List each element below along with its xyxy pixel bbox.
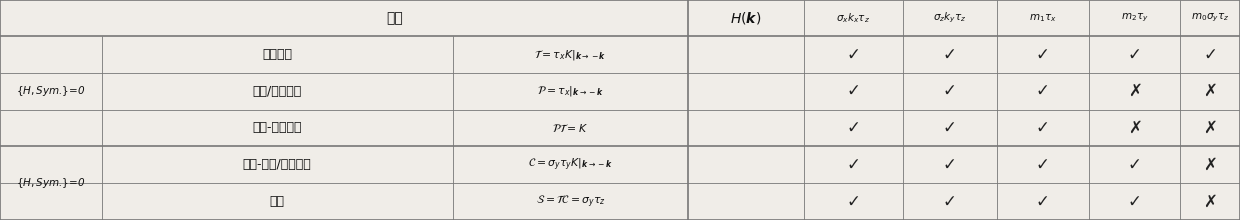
Text: 手性: 手性 <box>269 195 285 208</box>
Text: ✓: ✓ <box>846 192 861 211</box>
Text: ✓: ✓ <box>1035 82 1050 100</box>
Text: ✓: ✓ <box>942 156 957 174</box>
Text: ✗: ✗ <box>1203 82 1218 100</box>
Text: $\{H,$Sym.$\}$=0: $\{H,$Sym.$\}$=0 <box>16 176 86 190</box>
Text: ✓: ✓ <box>1127 46 1142 64</box>
Text: $\mathcal{S}=\mathcal{TC}=\sigma_y\tau_z$: $\mathcal{S}=\mathcal{TC}=\sigma_y\tau_z… <box>536 193 605 210</box>
Text: $m_0 \sigma_y \tau_z$: $m_0 \sigma_y \tau_z$ <box>1192 12 1229 24</box>
Text: $\mathcal{C}=\sigma_y\tau_y K|_{\boldsymbol{k}\rightarrow -\boldsymbol{k}}$: $\mathcal{C}=\sigma_y\tau_y K|_{\boldsym… <box>528 156 613 173</box>
Text: ✓: ✓ <box>1035 46 1050 64</box>
Text: 空间-时间反演: 空间-时间反演 <box>253 121 301 134</box>
Text: 对称: 对称 <box>387 11 403 25</box>
Text: ✓: ✓ <box>1035 192 1050 211</box>
Text: $\mathcal{PT}=K$: $\mathcal{PT}=K$ <box>552 122 589 134</box>
Text: ✓: ✓ <box>942 119 957 137</box>
Text: $m_1 \tau_x$: $m_1 \tau_x$ <box>1029 12 1056 24</box>
Text: $\mathcal{P}=\tau_x|_{\boldsymbol{k}\rightarrow -\boldsymbol{k}}$: $\mathcal{P}=\tau_x|_{\boldsymbol{k}\rig… <box>537 84 604 98</box>
Text: $\sigma_z k_y \tau_z$: $\sigma_z k_y \tau_z$ <box>934 11 966 25</box>
Text: $\{H,$Sym.$\}$=0: $\{H,$Sym.$\}$=0 <box>16 84 86 98</box>
Text: ✓: ✓ <box>1127 156 1142 174</box>
Text: ✓: ✓ <box>846 46 861 64</box>
Text: ✓: ✓ <box>1203 46 1218 64</box>
Text: ✗: ✗ <box>1203 192 1218 211</box>
Text: ✓: ✓ <box>846 156 861 174</box>
Text: ✓: ✓ <box>942 46 957 64</box>
Text: 时间反演: 时间反演 <box>262 48 293 61</box>
Text: $m_2 \tau_y$: $m_2 \tau_y$ <box>1121 12 1148 24</box>
Text: ✓: ✓ <box>1127 192 1142 211</box>
Text: ✓: ✓ <box>846 82 861 100</box>
Text: ✓: ✓ <box>942 82 957 100</box>
Text: ✓: ✓ <box>846 119 861 137</box>
Text: ✓: ✓ <box>942 192 957 211</box>
Text: $\mathit{H}(\boldsymbol{k})$: $\mathit{H}(\boldsymbol{k})$ <box>730 10 761 26</box>
Text: ✗: ✗ <box>1203 119 1218 137</box>
Text: 粒子-空穴/电荷共轭: 粒子-空穴/电荷共轭 <box>243 158 311 171</box>
Text: $\sigma_x k_x \tau_z$: $\sigma_x k_x \tau_z$ <box>836 11 870 25</box>
Text: $\mathcal{T}=\tau_x K|_{\boldsymbol{k}\rightarrow -\boldsymbol{k}}$: $\mathcal{T}=\tau_x K|_{\boldsymbol{k}\r… <box>534 48 606 62</box>
Text: ✗: ✗ <box>1203 156 1218 174</box>
Text: ✓: ✓ <box>1035 119 1050 137</box>
Text: 宇称/空间反演: 宇称/空间反演 <box>253 85 301 98</box>
Text: ✗: ✗ <box>1127 82 1142 100</box>
Text: ✓: ✓ <box>1035 156 1050 174</box>
Text: ✗: ✗ <box>1127 119 1142 137</box>
